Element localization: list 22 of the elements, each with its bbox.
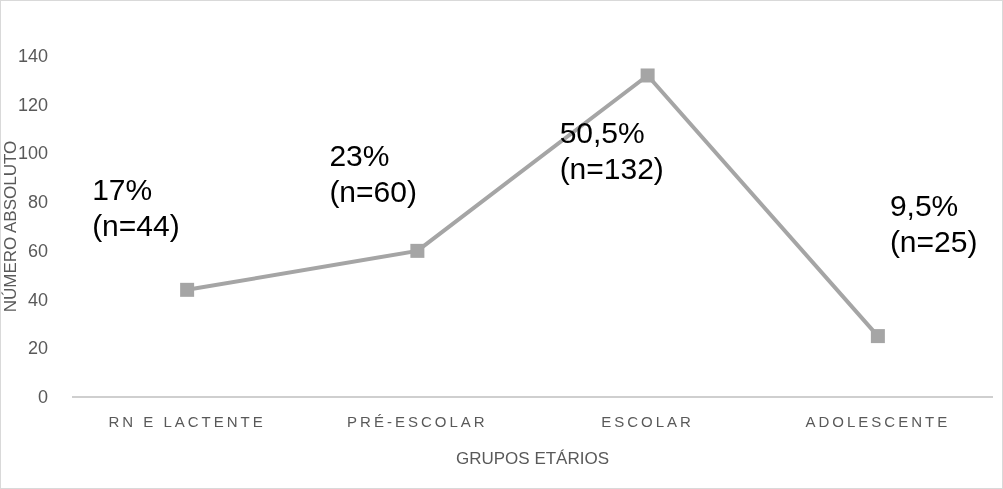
x-axis-title: GRUPOS ETÁRIOS [455,449,610,468]
point [180,282,195,297]
y-axis-title: NÚMERO ABSOLUTO [1,140,20,313]
y-tick-label: 40 [27,289,48,310]
y-tick-label: 60 [27,240,48,261]
data-label: 9,5% (n=25) [889,189,978,259]
data-label: 17% (n=44) [92,172,180,242]
point [640,68,655,83]
data-label: 50,5% (n=132) [559,116,664,186]
y-tick-label: 100 [17,143,48,164]
y-tick-label: 80 [27,192,48,213]
x-tick-label: PRÉ-ESCOLAR [347,413,488,430]
y-tick-label: 120 [17,94,48,115]
y-tick-label: 0 [37,387,48,407]
x-tick-label: RN E LACTENTE [108,413,266,430]
point [410,243,425,258]
y-tick-label: 140 [17,46,48,66]
data-label: 23% (n=60) [329,138,417,208]
point [870,329,885,344]
y-tick-label: 20 [27,338,48,359]
x-tick-label: ADOLESCENTE [805,413,951,430]
x-tick-label: ESCOLAR [601,413,694,430]
